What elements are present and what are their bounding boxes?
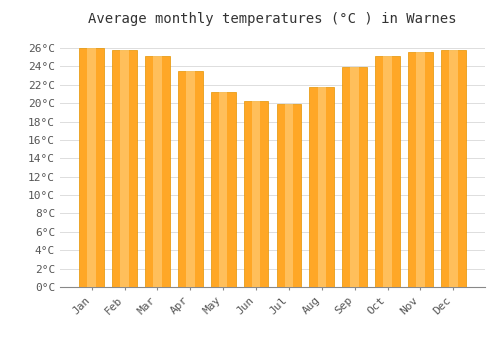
Bar bbox=[244, 102, 268, 287]
Bar bbox=[350, 67, 359, 287]
Bar bbox=[318, 87, 326, 287]
Bar bbox=[211, 92, 236, 287]
Bar bbox=[219, 92, 228, 287]
Bar bbox=[120, 50, 129, 287]
Bar bbox=[310, 87, 334, 287]
Bar bbox=[384, 56, 392, 287]
Bar bbox=[342, 67, 367, 287]
Bar bbox=[186, 71, 194, 287]
Bar bbox=[416, 52, 425, 287]
Bar bbox=[80, 48, 104, 287]
Bar bbox=[449, 50, 458, 287]
Bar bbox=[153, 56, 162, 287]
Bar bbox=[284, 104, 294, 287]
Title: Average monthly temperatures (°C ) in Warnes: Average monthly temperatures (°C ) in Wa… bbox=[88, 12, 457, 26]
Bar bbox=[112, 50, 137, 287]
Bar bbox=[252, 102, 260, 287]
Bar bbox=[376, 56, 400, 287]
Bar bbox=[145, 56, 170, 287]
Bar bbox=[178, 71, 203, 287]
Bar bbox=[88, 48, 96, 287]
Bar bbox=[441, 50, 466, 287]
Bar bbox=[276, 104, 301, 287]
Bar bbox=[408, 52, 433, 287]
